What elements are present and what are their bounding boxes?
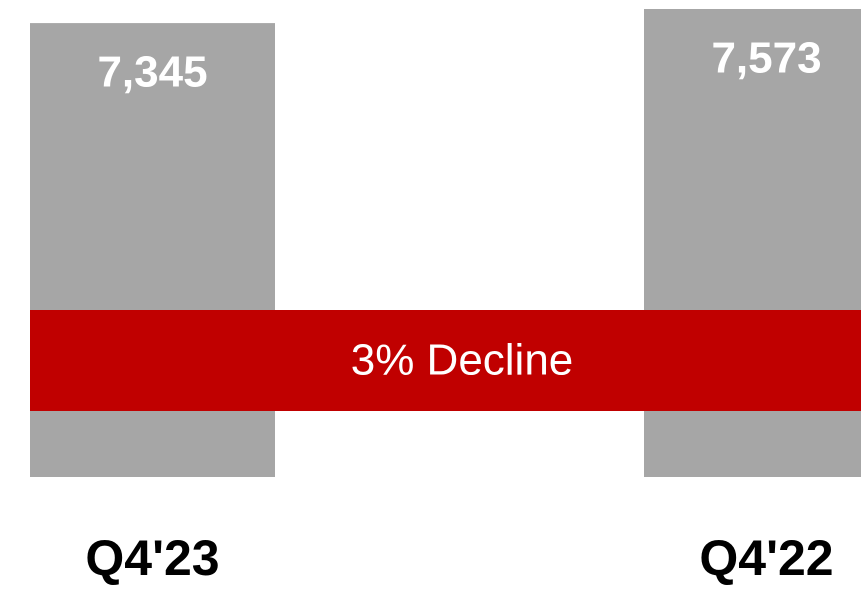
value-label: 7,345 [97, 48, 207, 97]
x-tick-label: Q4'22 [699, 530, 833, 586]
annotation: 3% Decline [351, 336, 574, 385]
value-label: 7,573 [711, 34, 821, 83]
x-tick-label: Q4'23 [85, 530, 219, 586]
annotation-band [30, 310, 861, 411]
